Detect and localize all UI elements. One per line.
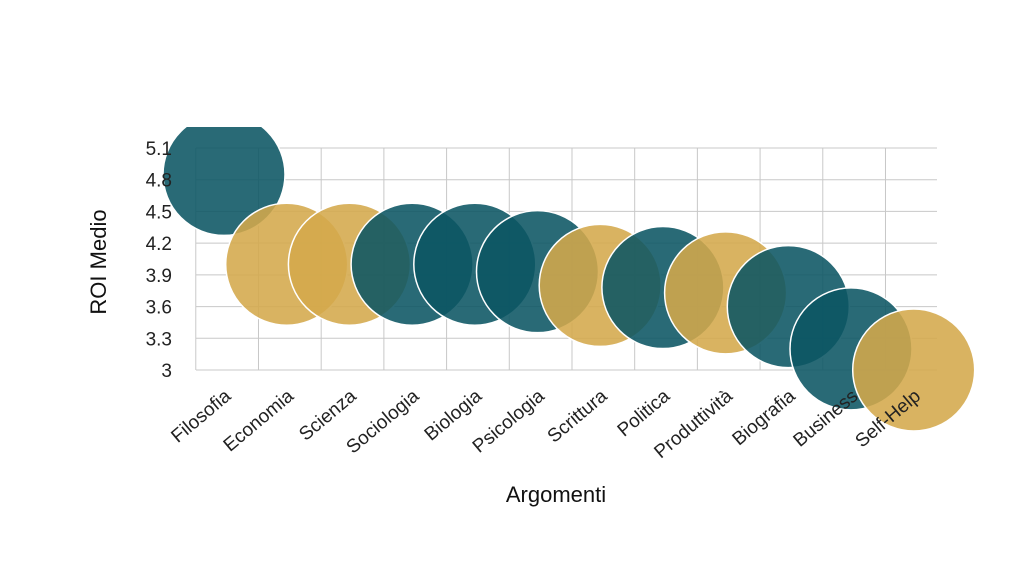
y-tick-label: 4.8 [146,171,172,192]
bubble-point [851,308,976,432]
x-tick-label: Scrittura [544,385,612,447]
bubble-series [162,127,976,432]
y-tick-label: 4.2 [146,234,172,255]
y-tick-label: 4.5 [146,202,172,223]
bubble-point [162,127,286,237]
x-tick-labels: FilosofiaEconomiaScienzaSociologiaBiolog… [168,385,925,462]
x-tick-label: Politica [614,385,675,441]
y-tick-label: 3.9 [146,266,172,287]
x-axis-title: Argomenti [506,482,606,507]
y-tick-label: 3.3 [146,329,172,350]
y-tick-label: 3.6 [146,298,172,319]
y-tick-labels: 3 3.3 3.6 3.9 4.2 4.5 4.8 5.1 [146,139,172,382]
y-axis-title: ROI Medio [86,209,111,314]
x-tick-label: Economia [220,385,299,456]
x-tick-label: Biografia [729,385,800,450]
y-tick-label: 5.1 [146,139,172,160]
y-tick-label: 3 [161,361,172,382]
